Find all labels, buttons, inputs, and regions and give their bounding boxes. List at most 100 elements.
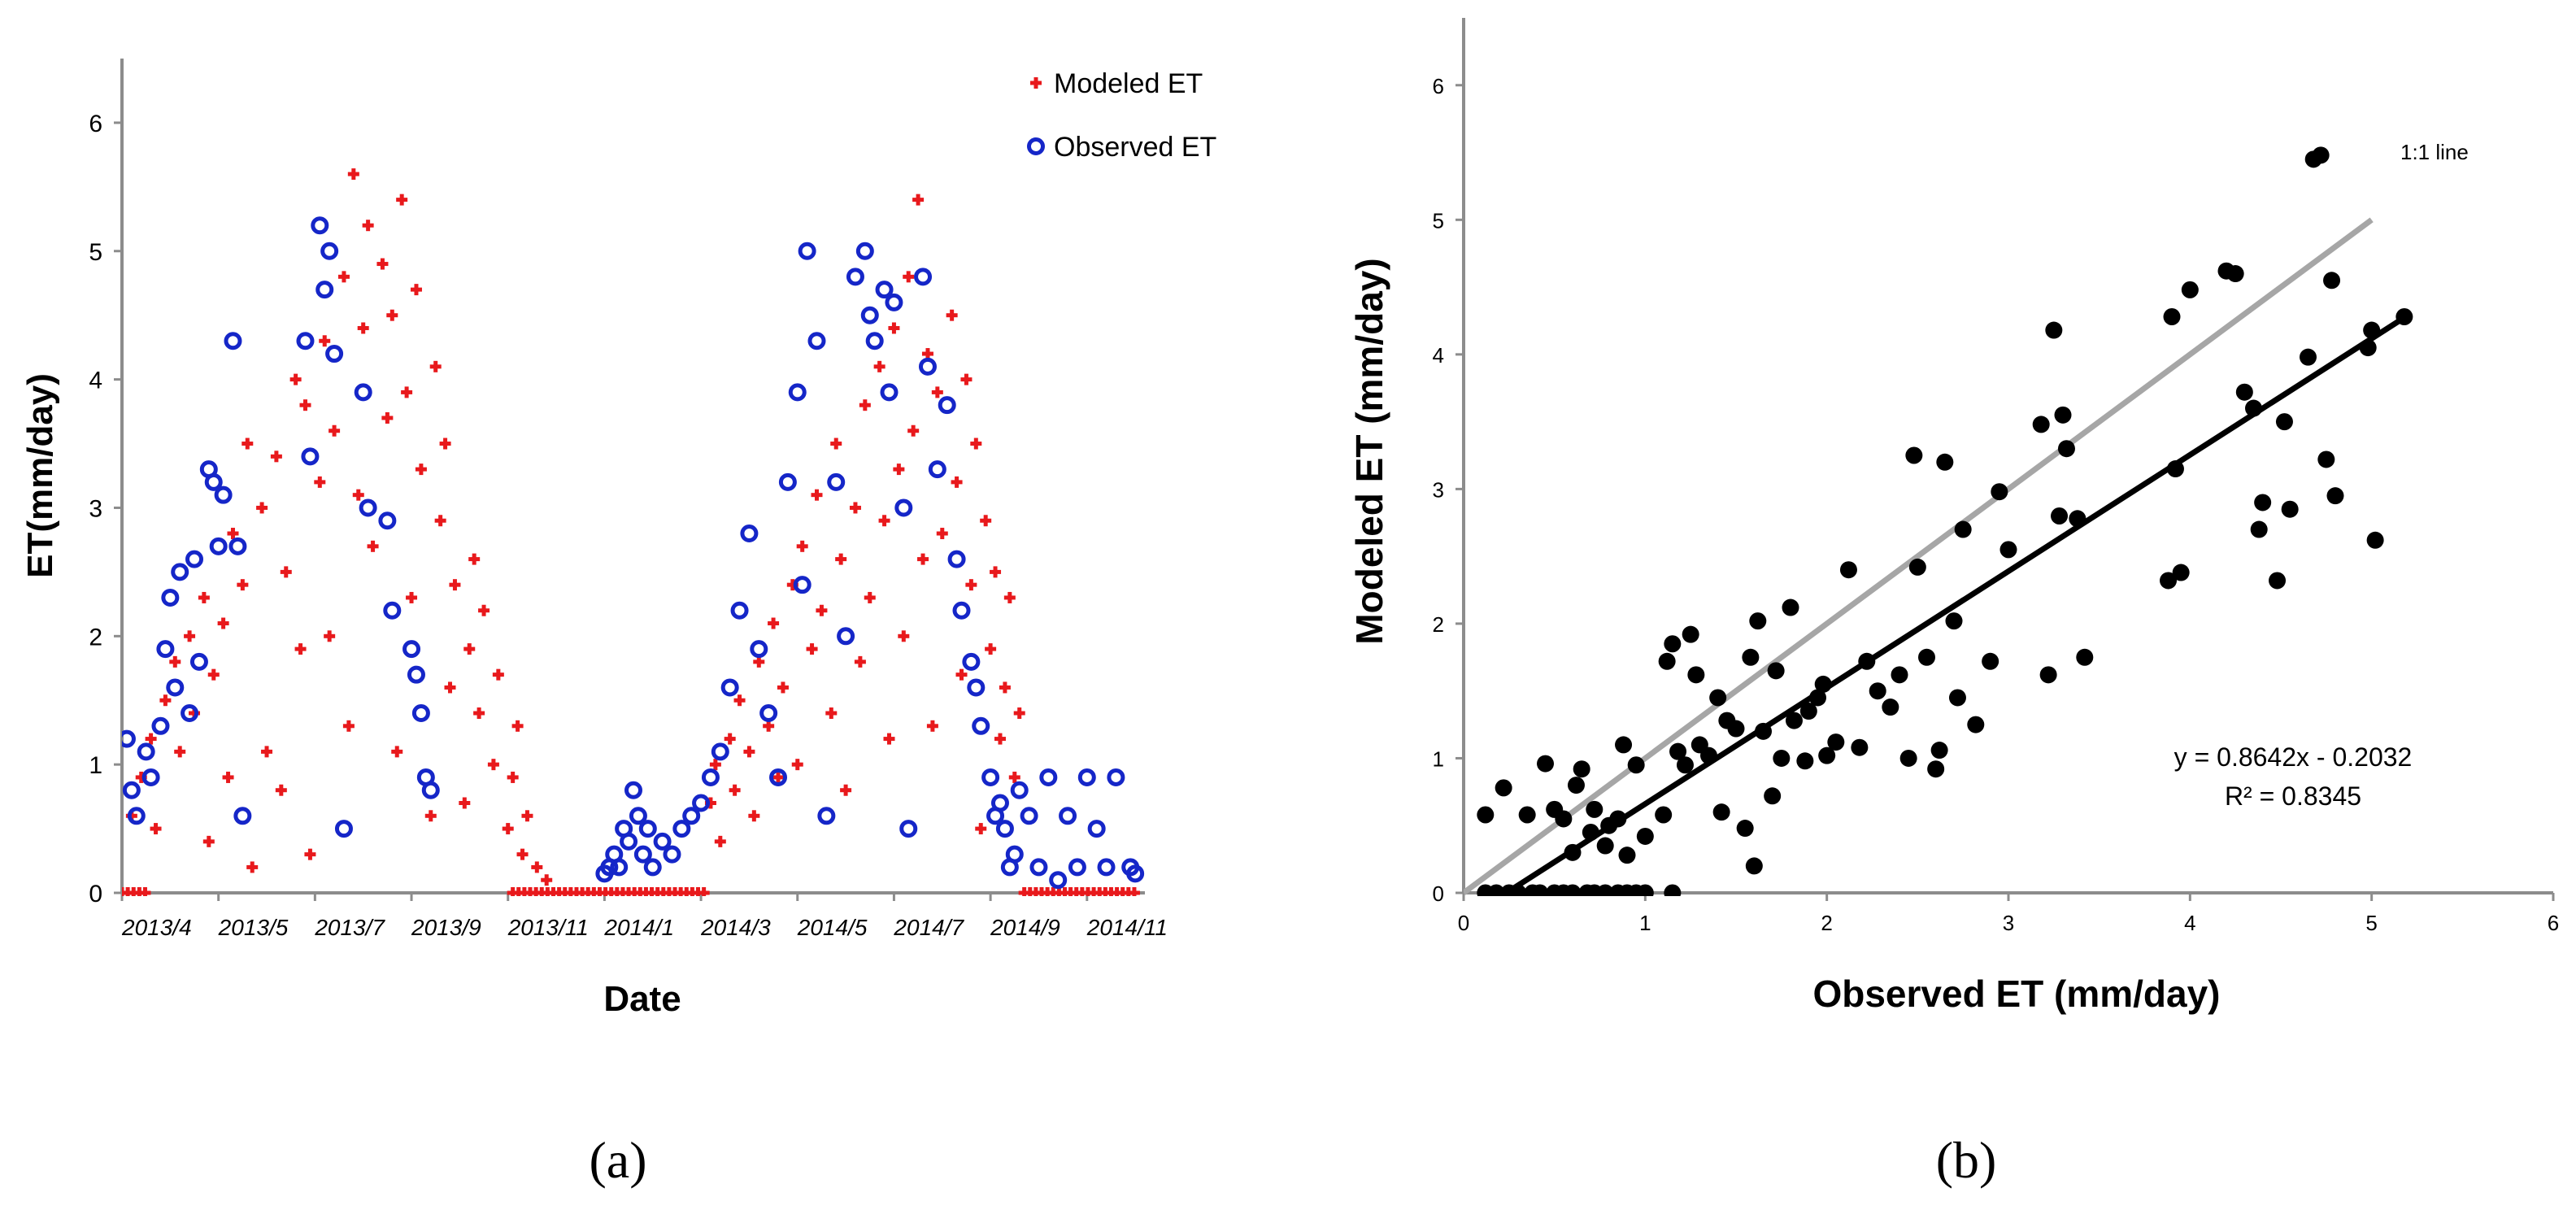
modeled-et-point	[1003, 591, 1016, 603]
observed-vs-modeled-point	[2069, 510, 2086, 528]
observed-vs-modeled-point	[1742, 648, 1760, 666]
observed-et-point	[151, 716, 170, 735]
observed-et-point	[990, 794, 1009, 812]
observed-et-point	[315, 281, 334, 299]
modeled-et-point	[386, 309, 398, 321]
panel-b-x-tick-label: 5	[2365, 911, 2377, 935]
modeled-et-point	[468, 553, 481, 565]
observed-et-point	[807, 332, 826, 350]
legend-modeled-label: Modeled ET	[1054, 68, 1203, 99]
panel-a-x-tick-label: 2014/7	[893, 915, 964, 940]
modeled-et-point	[145, 733, 157, 745]
modeled-et-point	[424, 810, 437, 822]
panel-b-y-tick-label: 4	[1433, 343, 1444, 368]
observed-vs-modeled-point	[1818, 746, 1836, 764]
legend-modeled-marker	[1030, 77, 1042, 89]
observed-et-point	[1107, 768, 1125, 786]
observed-vs-modeled-point	[2076, 648, 2094, 666]
observed-et-point	[643, 858, 662, 877]
modeled-et-point	[743, 746, 755, 758]
legend-observed-symbol	[1027, 137, 1045, 155]
modeled-et-point	[256, 502, 268, 514]
observed-vs-modeled-point	[2057, 440, 2075, 458]
observed-vs-modeled-point	[2250, 520, 2268, 538]
observed-et-point	[411, 704, 430, 723]
observed-vs-modeled-point	[2254, 494, 2272, 511]
observed-et-point	[827, 472, 846, 491]
modeled-et-point	[410, 284, 422, 296]
observed-vs-modeled-point	[2172, 564, 2190, 581]
modeled-et-point	[1008, 771, 1020, 783]
observed-et-point	[899, 820, 918, 838]
observed-vs-modeled-point	[2181, 281, 2199, 298]
observed-vs-modeled-point	[1709, 689, 1727, 707]
modeled-et-point	[473, 707, 485, 720]
panel-b-x-tick-label: 6	[2548, 911, 2559, 935]
modeled-et-point	[840, 784, 852, 796]
panel-b-y-tick-label: 6	[1433, 74, 1444, 98]
modeled-et-point	[893, 464, 905, 476]
observed-et-point	[156, 640, 175, 659]
modeled-et-point	[835, 553, 847, 565]
observed-vs-modeled-point	[1767, 662, 1785, 680]
observed-et-point	[402, 640, 421, 659]
observed-et-point	[166, 678, 185, 697]
modeled-et-point	[434, 515, 446, 527]
observed-vs-modeled-point	[1764, 787, 1782, 805]
modeled-et-point	[926, 720, 938, 732]
observed-et-point	[1077, 768, 1096, 786]
observed-vs-modeled-point	[1712, 803, 1730, 821]
observed-et-point	[750, 640, 768, 659]
modeled-et-point	[139, 887, 151, 896]
observed-et-point	[311, 216, 329, 235]
modeled-et-point	[921, 348, 933, 360]
modeled-et-point	[859, 399, 871, 411]
observed-vs-modeled-point	[1785, 712, 1803, 729]
observed-vs-modeled-point	[2032, 416, 2050, 433]
observed-et-point	[421, 781, 440, 799]
panel-a-x-tick-label: 2013/9	[411, 915, 481, 940]
modeled-et-point	[936, 528, 948, 540]
modeled-et-point	[487, 759, 499, 771]
observed-et-point	[759, 704, 778, 723]
observed-et-point	[334, 820, 353, 838]
observed-vs-modeled-point	[2395, 307, 2413, 325]
observed-vs-modeled-point	[1745, 857, 1763, 875]
observed-vs-modeled-point	[1899, 749, 1917, 767]
observed-vs-modeled-point	[1676, 756, 1694, 774]
modeled-et-point	[329, 424, 341, 437]
modeled-et-point	[357, 322, 369, 334]
modeled-et-point	[159, 694, 172, 707]
modeled-et-point	[289, 373, 302, 385]
modeled-et-point	[729, 784, 741, 796]
observed-vs-modeled-point	[2160, 572, 2178, 590]
modeled-et-point	[396, 194, 408, 206]
observed-vs-modeled-point	[1615, 736, 1633, 754]
observed-vs-modeled-point	[1586, 800, 1603, 818]
modeled-et-point	[459, 797, 471, 809]
observed-et-point	[638, 820, 657, 838]
observed-vs-modeled-point	[1636, 827, 1654, 845]
observed-vs-modeled-point	[1627, 756, 1645, 774]
observed-vs-modeled-point	[1664, 884, 1682, 896]
modeled-et-point	[207, 668, 220, 681]
observed-et-point	[967, 678, 986, 697]
observed-et-point	[885, 293, 903, 311]
observed-et-point	[860, 306, 879, 324]
observed-et-point	[947, 550, 966, 568]
observed-vs-modeled-point	[1495, 779, 1512, 797]
observed-vs-modeled-point	[1905, 446, 1923, 464]
modeled-et-point	[975, 823, 987, 835]
modeled-et-point	[502, 823, 514, 835]
modeled-et-point	[150, 823, 162, 835]
modeled-et-point	[463, 643, 476, 655]
observed-vs-modeled-point	[1636, 884, 1654, 896]
modeled-et-point	[931, 386, 943, 398]
observed-vs-modeled-point	[1839, 561, 1857, 579]
modeled-et-point	[965, 579, 977, 591]
one-to-one-label: 1:1 line	[2400, 140, 2469, 164]
modeled-et-point	[951, 476, 963, 488]
modeled-et-point	[275, 784, 287, 796]
modeled-et-point	[202, 835, 215, 847]
